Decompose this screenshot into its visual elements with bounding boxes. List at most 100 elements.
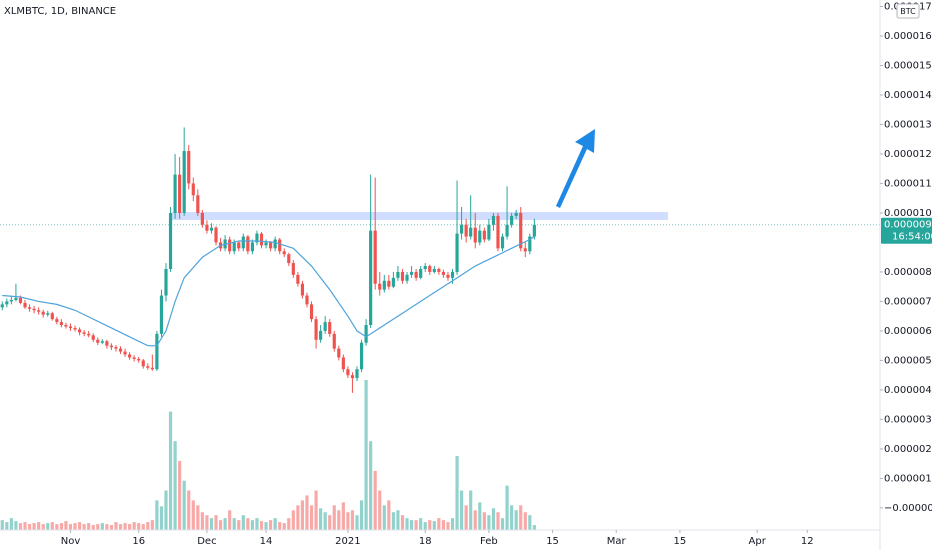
y-tick-label: 0.00001500	[884, 60, 932, 71]
volume-bar	[314, 490, 318, 530]
last-price-label: 0.00000960	[884, 220, 932, 231]
candle-body	[323, 322, 327, 331]
volume-bar	[487, 515, 491, 530]
candle-body	[264, 242, 268, 246]
volume-bar	[173, 441, 177, 530]
candle-body	[346, 369, 350, 376]
candle-body	[137, 358, 141, 361]
candle-body	[491, 215, 496, 225]
candle-body	[178, 174, 182, 213]
candle-body	[314, 319, 318, 340]
volume-bar	[305, 495, 309, 530]
volume-bar	[182, 480, 186, 530]
volume-bar	[118, 524, 123, 530]
candle-body	[114, 347, 118, 349]
volume-bar	[482, 512, 486, 530]
volume-bar	[505, 485, 509, 530]
candle-body	[278, 239, 282, 252]
volume-bar	[255, 518, 259, 530]
volume-bar	[232, 518, 236, 530]
candle-body	[528, 236, 532, 252]
candle-body	[423, 266, 427, 269]
y-tick-label: 0.00000200	[884, 444, 932, 455]
candle-body	[437, 268, 441, 272]
volume-bar	[291, 510, 295, 530]
y-tick-label: 0.00001400	[884, 90, 932, 101]
candle-body	[237, 242, 241, 249]
volume-bar	[396, 510, 400, 530]
candle-body	[378, 283, 382, 290]
candle-body	[132, 357, 136, 359]
y-tick-label: 0.00000300	[884, 414, 932, 425]
candle-body	[355, 369, 359, 379]
candle-body	[23, 302, 27, 308]
candle-body	[18, 297, 23, 303]
x-tick-label: Nov	[61, 536, 81, 547]
volume-bar	[205, 515, 209, 530]
candle-body	[309, 304, 314, 320]
candle-body	[191, 183, 195, 196]
volume-bar	[96, 524, 100, 530]
candle-body	[32, 308, 36, 311]
volume-bar	[432, 521, 436, 530]
volume-bar	[419, 518, 423, 530]
candle-body	[196, 195, 200, 213]
volume-bar	[510, 505, 514, 530]
candle-body	[0, 304, 4, 308]
volume-bar	[496, 512, 500, 530]
candle-body	[14, 297, 18, 300]
candle-body	[450, 271, 455, 278]
candle-body	[128, 354, 132, 358]
chart-title: XLMBTC, 1D, BINANCE	[4, 6, 116, 17]
candle-body	[359, 342, 364, 370]
y-tick-label: −0.00000000	[884, 503, 932, 514]
candle-body	[282, 251, 286, 255]
volume-bar	[73, 523, 77, 530]
candle-body	[382, 280, 386, 290]
volume-bar	[214, 515, 218, 530]
candle-body	[441, 271, 446, 275]
candle-body	[478, 230, 482, 243]
candle-body	[510, 215, 514, 225]
x-tick-label: 15	[674, 536, 687, 547]
volume-bar	[27, 524, 32, 530]
volume-bar	[409, 520, 414, 530]
volume-bar	[405, 518, 409, 530]
volume-bar	[150, 520, 154, 530]
volume-bar	[246, 518, 250, 530]
arrow-annotation	[556, 129, 595, 208]
plot-layer	[0, 127, 880, 393]
candle-body	[300, 283, 305, 296]
volume-bar	[455, 455, 459, 530]
x-tick-label: 16	[132, 536, 145, 547]
volume-bar	[464, 505, 468, 530]
candle-body	[205, 224, 209, 231]
candle-body	[519, 212, 523, 249]
candle-body	[246, 236, 250, 252]
volume-bar	[77, 522, 82, 530]
volume-bar	[41, 524, 45, 530]
volume-bar	[23, 522, 27, 530]
candle-body	[209, 227, 214, 231]
candle-body	[187, 151, 191, 184]
volume-bar	[105, 524, 109, 530]
volume-bar	[296, 505, 300, 530]
candle-body	[446, 274, 450, 278]
currency-badge[interactable]	[896, 3, 920, 19]
volume-bar	[259, 521, 264, 530]
volume-bar	[359, 500, 364, 530]
volume-bar	[146, 522, 150, 530]
volume-bar	[414, 520, 418, 530]
candle-body	[37, 310, 41, 312]
volume-bar	[269, 520, 273, 530]
candle-body	[505, 224, 509, 237]
volume-bar	[178, 460, 182, 530]
x-tick-label: 2021	[335, 536, 360, 547]
candle-body	[64, 325, 68, 327]
candle-body	[369, 230, 373, 326]
candle-body	[59, 322, 63, 326]
volume-bar	[437, 518, 441, 530]
volume-layer	[0, 380, 536, 530]
